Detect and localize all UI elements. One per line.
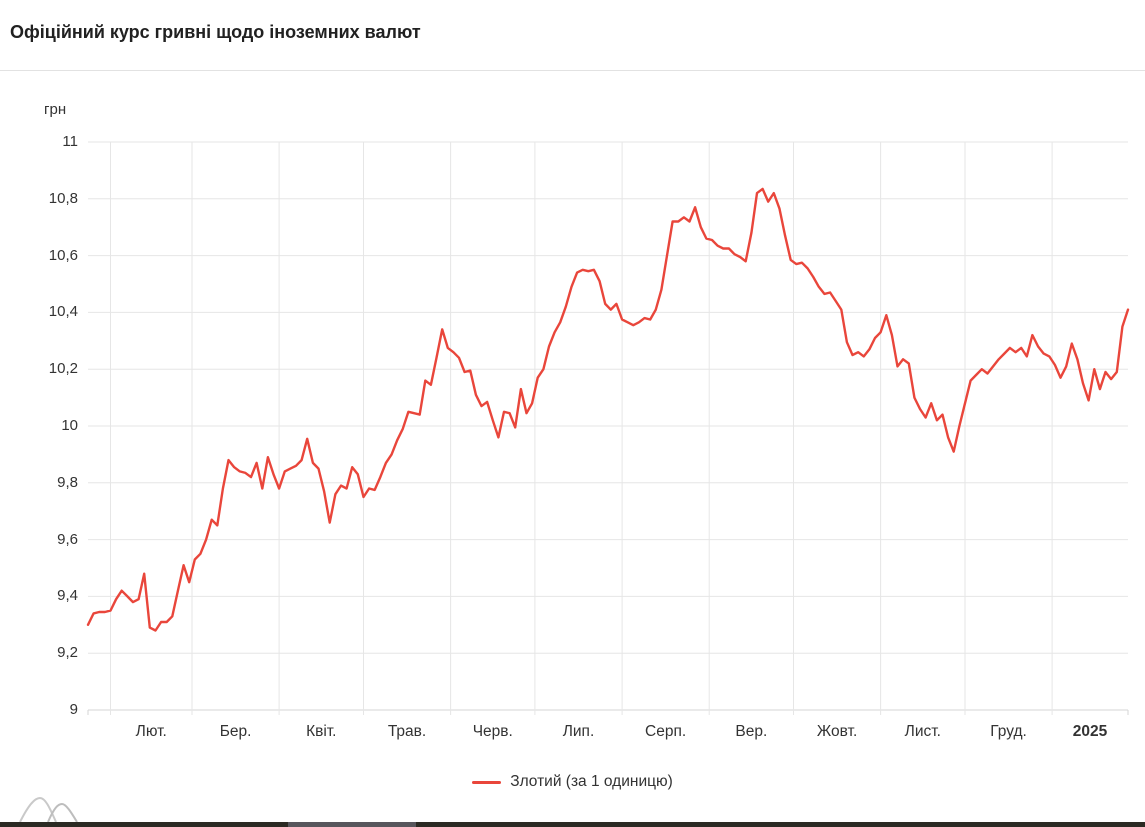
footer-bar-highlight: [288, 822, 416, 827]
y-axis-tick-label: 9,4: [57, 587, 78, 605]
page-title: Офіційний курс гривні щодо іноземних вал…: [10, 22, 421, 42]
x-axis-month-label: Лист.: [904, 723, 941, 740]
x-axis-month-label: Трав.: [387, 723, 427, 740]
x-axis-month-label: Вер.: [735, 723, 768, 740]
x-axis-month-label: Бер.: [219, 723, 252, 740]
y-axis-tick-label: 9,2: [57, 644, 78, 662]
footer-bar: [0, 822, 1145, 827]
y-axis-tick-label: 9,6: [57, 530, 78, 548]
y-axis-tick-label: 10,4: [48, 303, 78, 321]
x-axis-month-label: Лют.: [135, 723, 167, 740]
y-axis-tick-label: 10: [61, 417, 78, 434]
x-axis-month-label: Серп.: [645, 723, 687, 740]
x-axis-month-label: Груд.: [990, 723, 1027, 740]
x-axis-month-label: Квіт.: [306, 723, 337, 740]
series-line-zloty[interactable]: [86, 187, 1130, 632]
mountains-logo-icon: [18, 794, 80, 827]
x-axis-year-label: 2025: [1072, 723, 1108, 740]
y-axis-tick-label: 10,8: [48, 189, 78, 207]
chart-plot-area[interactable]: [88, 142, 1128, 710]
y-axis-unit-label: грн: [44, 101, 67, 118]
x-axis-month-label: Лип.: [562, 723, 595, 740]
y-axis-tick-label: 9: [69, 701, 78, 718]
x-axis-month-label: Черв.: [472, 723, 513, 740]
legend-label: Злотий (за 1 одиницю): [510, 773, 673, 790]
y-axis-tick-label: 9,8: [57, 473, 78, 491]
y-axis-tick-label: 10,6: [48, 246, 78, 264]
legend-item-zloty[interactable]: Злотий (за 1 одиницю): [0, 773, 1145, 791]
title-divider: [0, 70, 1145, 71]
y-axis-tick-label: 11: [62, 133, 78, 150]
x-axis-month-label: Жовт.: [816, 723, 858, 740]
legend-line-swatch: [472, 780, 502, 784]
y-axis-tick-label: 10,2: [48, 360, 78, 378]
